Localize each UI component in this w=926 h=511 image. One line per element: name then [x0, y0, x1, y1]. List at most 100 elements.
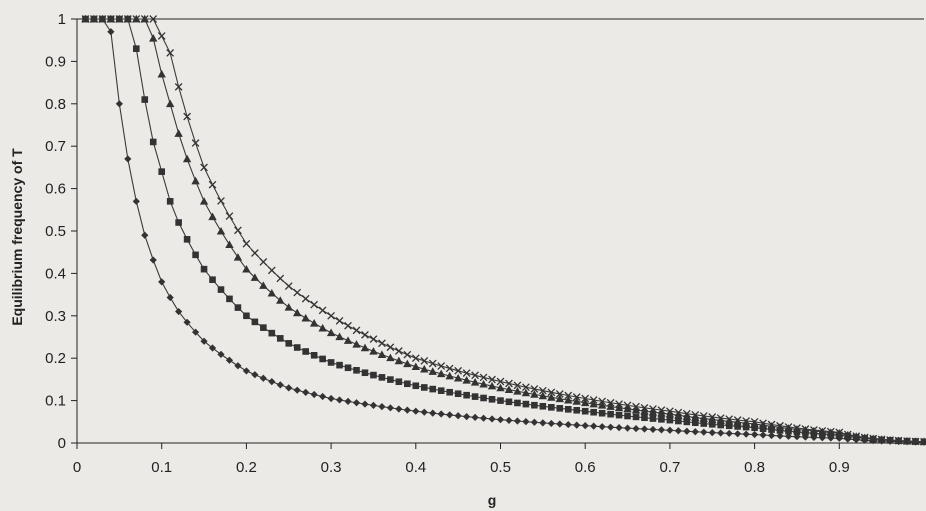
cross-marker: [691, 410, 700, 419]
square-marker: [319, 355, 326, 363]
triangle-marker: [428, 367, 437, 375]
diamond-marker: [208, 344, 217, 352]
diamond-marker: [590, 422, 598, 430]
cross-marker-stroke: [869, 434, 878, 443]
square-marker: [734, 423, 741, 430]
square-marker: [395, 378, 403, 386]
cross-marker: [445, 364, 454, 373]
square-marker: [658, 416, 665, 423]
triangle-marker: [496, 383, 505, 392]
diamond-marker: [607, 423, 615, 431]
square-marker: [404, 380, 411, 388]
triangle-marker: [174, 129, 183, 137]
triangle-marker: [437, 369, 446, 378]
square-marker: [683, 418, 691, 426]
diamond-marker: [632, 424, 640, 433]
diamond-marker: [352, 399, 361, 407]
square-marker: [251, 318, 259, 326]
x-tick-label: 0: [73, 459, 81, 476]
series-layer: [81, 14, 926, 446]
cross-marker-stroke: [699, 412, 708, 420]
triangle-marker: [504, 385, 514, 393]
cross-marker: [572, 393, 581, 401]
diamond-marker: [285, 384, 293, 392]
cross-marker: [267, 266, 276, 275]
cross-marker-stroke: [174, 82, 183, 91]
triangle-marker: [165, 99, 175, 108]
diamond-marker: [581, 422, 589, 430]
cross-marker-stroke: [522, 383, 530, 392]
triangle-marker: [360, 343, 370, 352]
diamond-marker: [683, 427, 691, 435]
triangle-marker: [149, 34, 158, 42]
diamond-marker: [513, 417, 522, 425]
cross-marker: [852, 432, 861, 440]
diamond-marker: [378, 403, 386, 411]
triangle-marker: [614, 403, 624, 412]
diamond-marker: [479, 414, 488, 422]
series-triangle: [81, 14, 926, 446]
triangle-marker: [386, 353, 395, 362]
diamond-marker: [454, 412, 462, 420]
cross-marker-stroke: [877, 435, 886, 444]
triangle-marker: [487, 381, 497, 390]
y-tick-label: 0.9: [45, 53, 66, 70]
cross-marker: [860, 433, 869, 442]
cross-marker-stroke: [335, 316, 344, 325]
x-tick-label: 0.3: [321, 459, 342, 476]
diamond-marker: [530, 418, 538, 426]
cross-marker: [725, 415, 734, 423]
triangle-marker: [267, 288, 277, 297]
triangle-marker: [631, 405, 641, 414]
square-marker: [488, 396, 496, 403]
cross-marker-stroke: [886, 436, 894, 444]
cross-marker: [335, 316, 344, 325]
cross-marker-stroke: [903, 437, 911, 445]
diamond-marker: [310, 390, 318, 399]
cross-marker: [742, 417, 750, 425]
square-marker: [624, 412, 631, 420]
cross-marker: [259, 258, 268, 266]
cross-marker-stroke: [843, 430, 852, 439]
square-marker: [556, 405, 564, 412]
square-marker: [149, 138, 157, 146]
cross-marker-stroke: [826, 427, 835, 436]
cross-marker-stroke: [530, 385, 539, 393]
diamond-marker: [361, 400, 369, 408]
cross-marker-stroke: [708, 413, 717, 421]
square-marker: [531, 401, 538, 409]
triangle-marker: [521, 388, 531, 397]
square-marker: [183, 236, 191, 243]
cross-marker: [386, 343, 395, 352]
y-tick-label: 1: [58, 11, 66, 28]
x-tick-label: 0.6: [575, 459, 596, 476]
square-marker: [471, 393, 479, 400]
diamond-marker: [107, 28, 115, 36]
y-tick-label: 0.8: [45, 96, 66, 113]
cross-marker-stroke: [767, 420, 776, 429]
cross-marker: [649, 405, 657, 413]
cross-marker: [378, 339, 386, 348]
cross-marker-stroke: [386, 343, 395, 352]
series-square: [82, 15, 926, 446]
square-marker: [497, 397, 504, 404]
x-tick-label: 0.7: [659, 459, 680, 476]
cross-marker-stroke: [505, 379, 513, 388]
triangle-marker: [276, 296, 285, 304]
cross-marker: [90, 15, 98, 23]
cross-marker-stroke: [90, 15, 98, 23]
square-marker: [353, 366, 360, 374]
cross-marker: [395, 347, 403, 355]
square-marker: [226, 295, 233, 303]
cross-marker: [606, 398, 615, 407]
cross-marker: [894, 436, 903, 445]
x-tick-label: 0.5: [490, 459, 511, 476]
x-tick-label: 0.8: [744, 459, 765, 476]
cross-marker-stroke: [911, 437, 920, 446]
square-marker: [692, 419, 699, 427]
triangle-marker: [403, 359, 412, 368]
cross-marker-stroke: [776, 421, 784, 430]
square-marker: [310, 351, 318, 359]
diamond-marker: [691, 428, 699, 436]
square-marker: [751, 424, 758, 432]
